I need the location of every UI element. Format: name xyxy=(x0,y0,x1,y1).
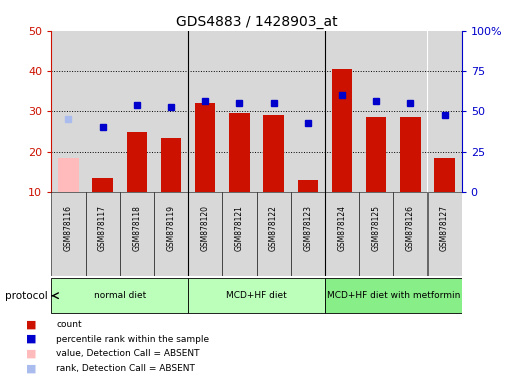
Text: GSM878125: GSM878125 xyxy=(372,205,381,251)
Text: GSM878127: GSM878127 xyxy=(440,205,449,251)
Bar xyxy=(154,31,188,192)
Bar xyxy=(325,192,359,276)
Bar xyxy=(154,192,188,276)
Bar xyxy=(435,158,455,192)
Bar xyxy=(195,103,215,192)
Bar xyxy=(161,137,181,192)
Bar xyxy=(86,192,120,276)
Bar xyxy=(359,31,393,192)
Bar xyxy=(120,31,154,192)
Bar xyxy=(86,31,120,192)
Bar xyxy=(188,192,222,276)
Bar xyxy=(222,31,256,192)
Text: MCD+HF diet: MCD+HF diet xyxy=(226,291,287,300)
Bar xyxy=(332,69,352,192)
Bar xyxy=(256,192,291,276)
Bar xyxy=(127,131,147,192)
Text: protocol: protocol xyxy=(5,291,48,301)
Bar xyxy=(256,31,291,192)
Bar xyxy=(427,192,462,276)
Bar xyxy=(188,31,222,192)
Text: GSM878120: GSM878120 xyxy=(201,205,210,251)
Bar xyxy=(120,192,154,276)
Text: GSM878119: GSM878119 xyxy=(167,205,175,251)
Bar xyxy=(393,31,427,192)
Bar xyxy=(400,118,421,192)
Bar xyxy=(359,192,393,276)
Text: normal diet: normal diet xyxy=(93,291,146,300)
Text: GSM878121: GSM878121 xyxy=(235,205,244,250)
Text: GSM878126: GSM878126 xyxy=(406,205,415,251)
Text: GSM878124: GSM878124 xyxy=(338,205,346,251)
Text: ■: ■ xyxy=(26,319,36,329)
Bar xyxy=(325,31,359,192)
Text: percentile rank within the sample: percentile rank within the sample xyxy=(56,334,209,344)
Bar xyxy=(188,278,325,313)
Text: count: count xyxy=(56,320,82,329)
Bar xyxy=(291,31,325,192)
Text: GSM878122: GSM878122 xyxy=(269,205,278,250)
Bar xyxy=(222,192,256,276)
Bar xyxy=(325,278,462,313)
Text: ■: ■ xyxy=(26,349,36,359)
Text: GSM878123: GSM878123 xyxy=(303,205,312,251)
Text: value, Detection Call = ABSENT: value, Detection Call = ABSENT xyxy=(56,349,200,358)
Bar xyxy=(51,31,86,192)
Bar xyxy=(51,278,188,313)
Text: GSM878117: GSM878117 xyxy=(98,205,107,251)
Bar xyxy=(92,178,113,192)
Text: ■: ■ xyxy=(26,363,36,373)
Text: GSM878118: GSM878118 xyxy=(132,205,141,250)
Text: GDS4883 / 1428903_at: GDS4883 / 1428903_at xyxy=(175,15,338,29)
Text: ■: ■ xyxy=(26,334,36,344)
Text: MCD+HF diet with metformin: MCD+HF diet with metformin xyxy=(327,291,460,300)
Bar xyxy=(393,192,427,276)
Bar xyxy=(51,192,86,276)
Bar xyxy=(263,115,284,192)
Bar xyxy=(229,113,250,192)
Text: GSM878116: GSM878116 xyxy=(64,205,73,251)
Text: rank, Detection Call = ABSENT: rank, Detection Call = ABSENT xyxy=(56,364,195,373)
Bar xyxy=(427,31,462,192)
Bar xyxy=(366,118,386,192)
Bar xyxy=(298,180,318,192)
Bar xyxy=(58,158,78,192)
Bar xyxy=(291,192,325,276)
